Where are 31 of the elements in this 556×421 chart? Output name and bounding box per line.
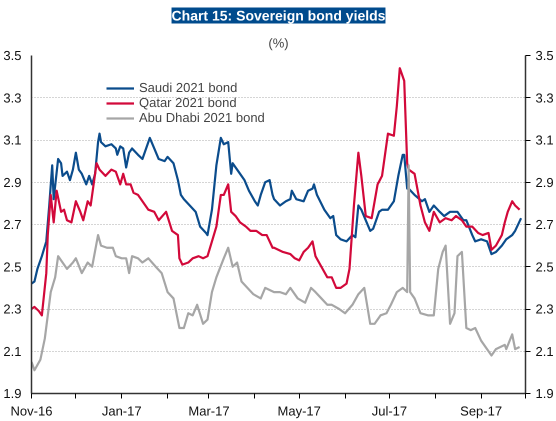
chart-subtitle: (%) (268, 36, 289, 50)
y-tick-label: 2.5 (536, 259, 554, 274)
y2-tick-label: 3.3 (3, 90, 22, 106)
y2-tick-label: 2.5 (3, 259, 22, 274)
y-tick-label: 2.7 (536, 217, 554, 232)
y-tick-label: 1.9 (536, 386, 554, 401)
y2-tick-label: 2.3 (3, 302, 22, 316)
line-series (32, 132, 522, 285)
y2-tick-label: 3.1 (3, 132, 22, 148)
y-tick-label: 2.1 (536, 344, 554, 359)
y2-tick-label: 2.9 (3, 174, 22, 190)
y2-tick-label: 2.7 (3, 217, 22, 232)
line-series (32, 67, 521, 316)
y-tick-label: 2.9 (536, 174, 554, 190)
x-tick-label: May-17 (278, 404, 321, 418)
y2-tick-label: 1.9 (3, 386, 22, 401)
x-tick-label: Jan-17 (102, 404, 142, 418)
legend-label: Saudi 2021 bond (139, 80, 238, 95)
legend-label: Abu Dhabi 2021 bond (139, 110, 265, 125)
y2-tick-label: 3.5 (3, 48, 22, 63)
x-tick-label: Mar-17 (188, 404, 230, 418)
x-tick-label: Nov-16 (10, 404, 52, 418)
x-tick-label: Sep-17 (460, 404, 502, 418)
chart-title: Chart 15: Sovereign bond yields (172, 8, 386, 24)
y-tick-label: 3.5 (536, 48, 554, 63)
y-tick-label: 3.3 (536, 90, 554, 106)
y-tick-label: 2.3 (536, 302, 554, 316)
x-tick-label: Jul-17 (372, 404, 408, 418)
legend-label: Qatar 2021 bond (139, 95, 237, 110)
y2-tick-label: 2.1 (3, 344, 22, 359)
y-tick-label: 3.1 (536, 132, 554, 148)
